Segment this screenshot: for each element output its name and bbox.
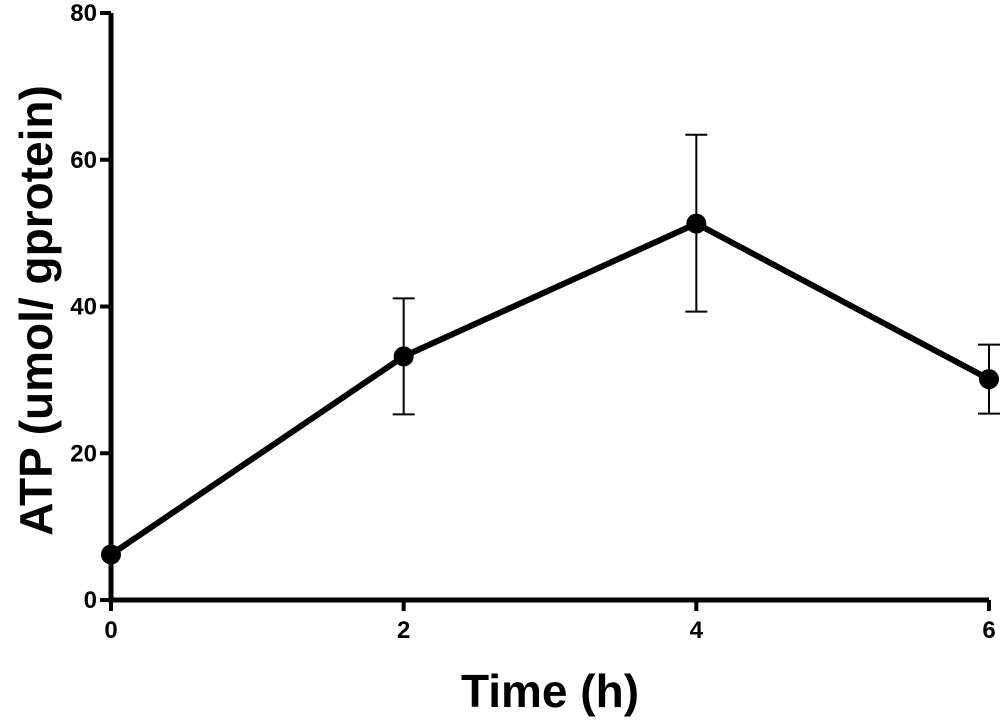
y-axis-title: ATP (umol/ gprotein): [10, 85, 62, 536]
x-axis-title: Time (h): [461, 665, 639, 717]
data-series: [101, 133, 1000, 565]
axes: 0 20 40 60 80 0 2 4 6: [70, 0, 995, 644]
data-point: [101, 544, 121, 565]
series-line: [109, 220, 991, 557]
x-tick-label: 6: [982, 617, 995, 644]
data-point: [979, 369, 999, 390]
x-tick-label: 2: [397, 617, 410, 644]
y-tick-label: 60: [70, 147, 97, 174]
y-tick-label: 20: [70, 440, 97, 467]
data-point: [686, 213, 707, 234]
x-tick-label: 4: [690, 617, 704, 644]
y-tick-label: 40: [70, 294, 97, 321]
x-tick-label: 0: [104, 617, 117, 644]
y-tick-label: 0: [84, 587, 97, 614]
y-tick-label: 80: [70, 0, 97, 27]
data-point: [393, 346, 414, 367]
